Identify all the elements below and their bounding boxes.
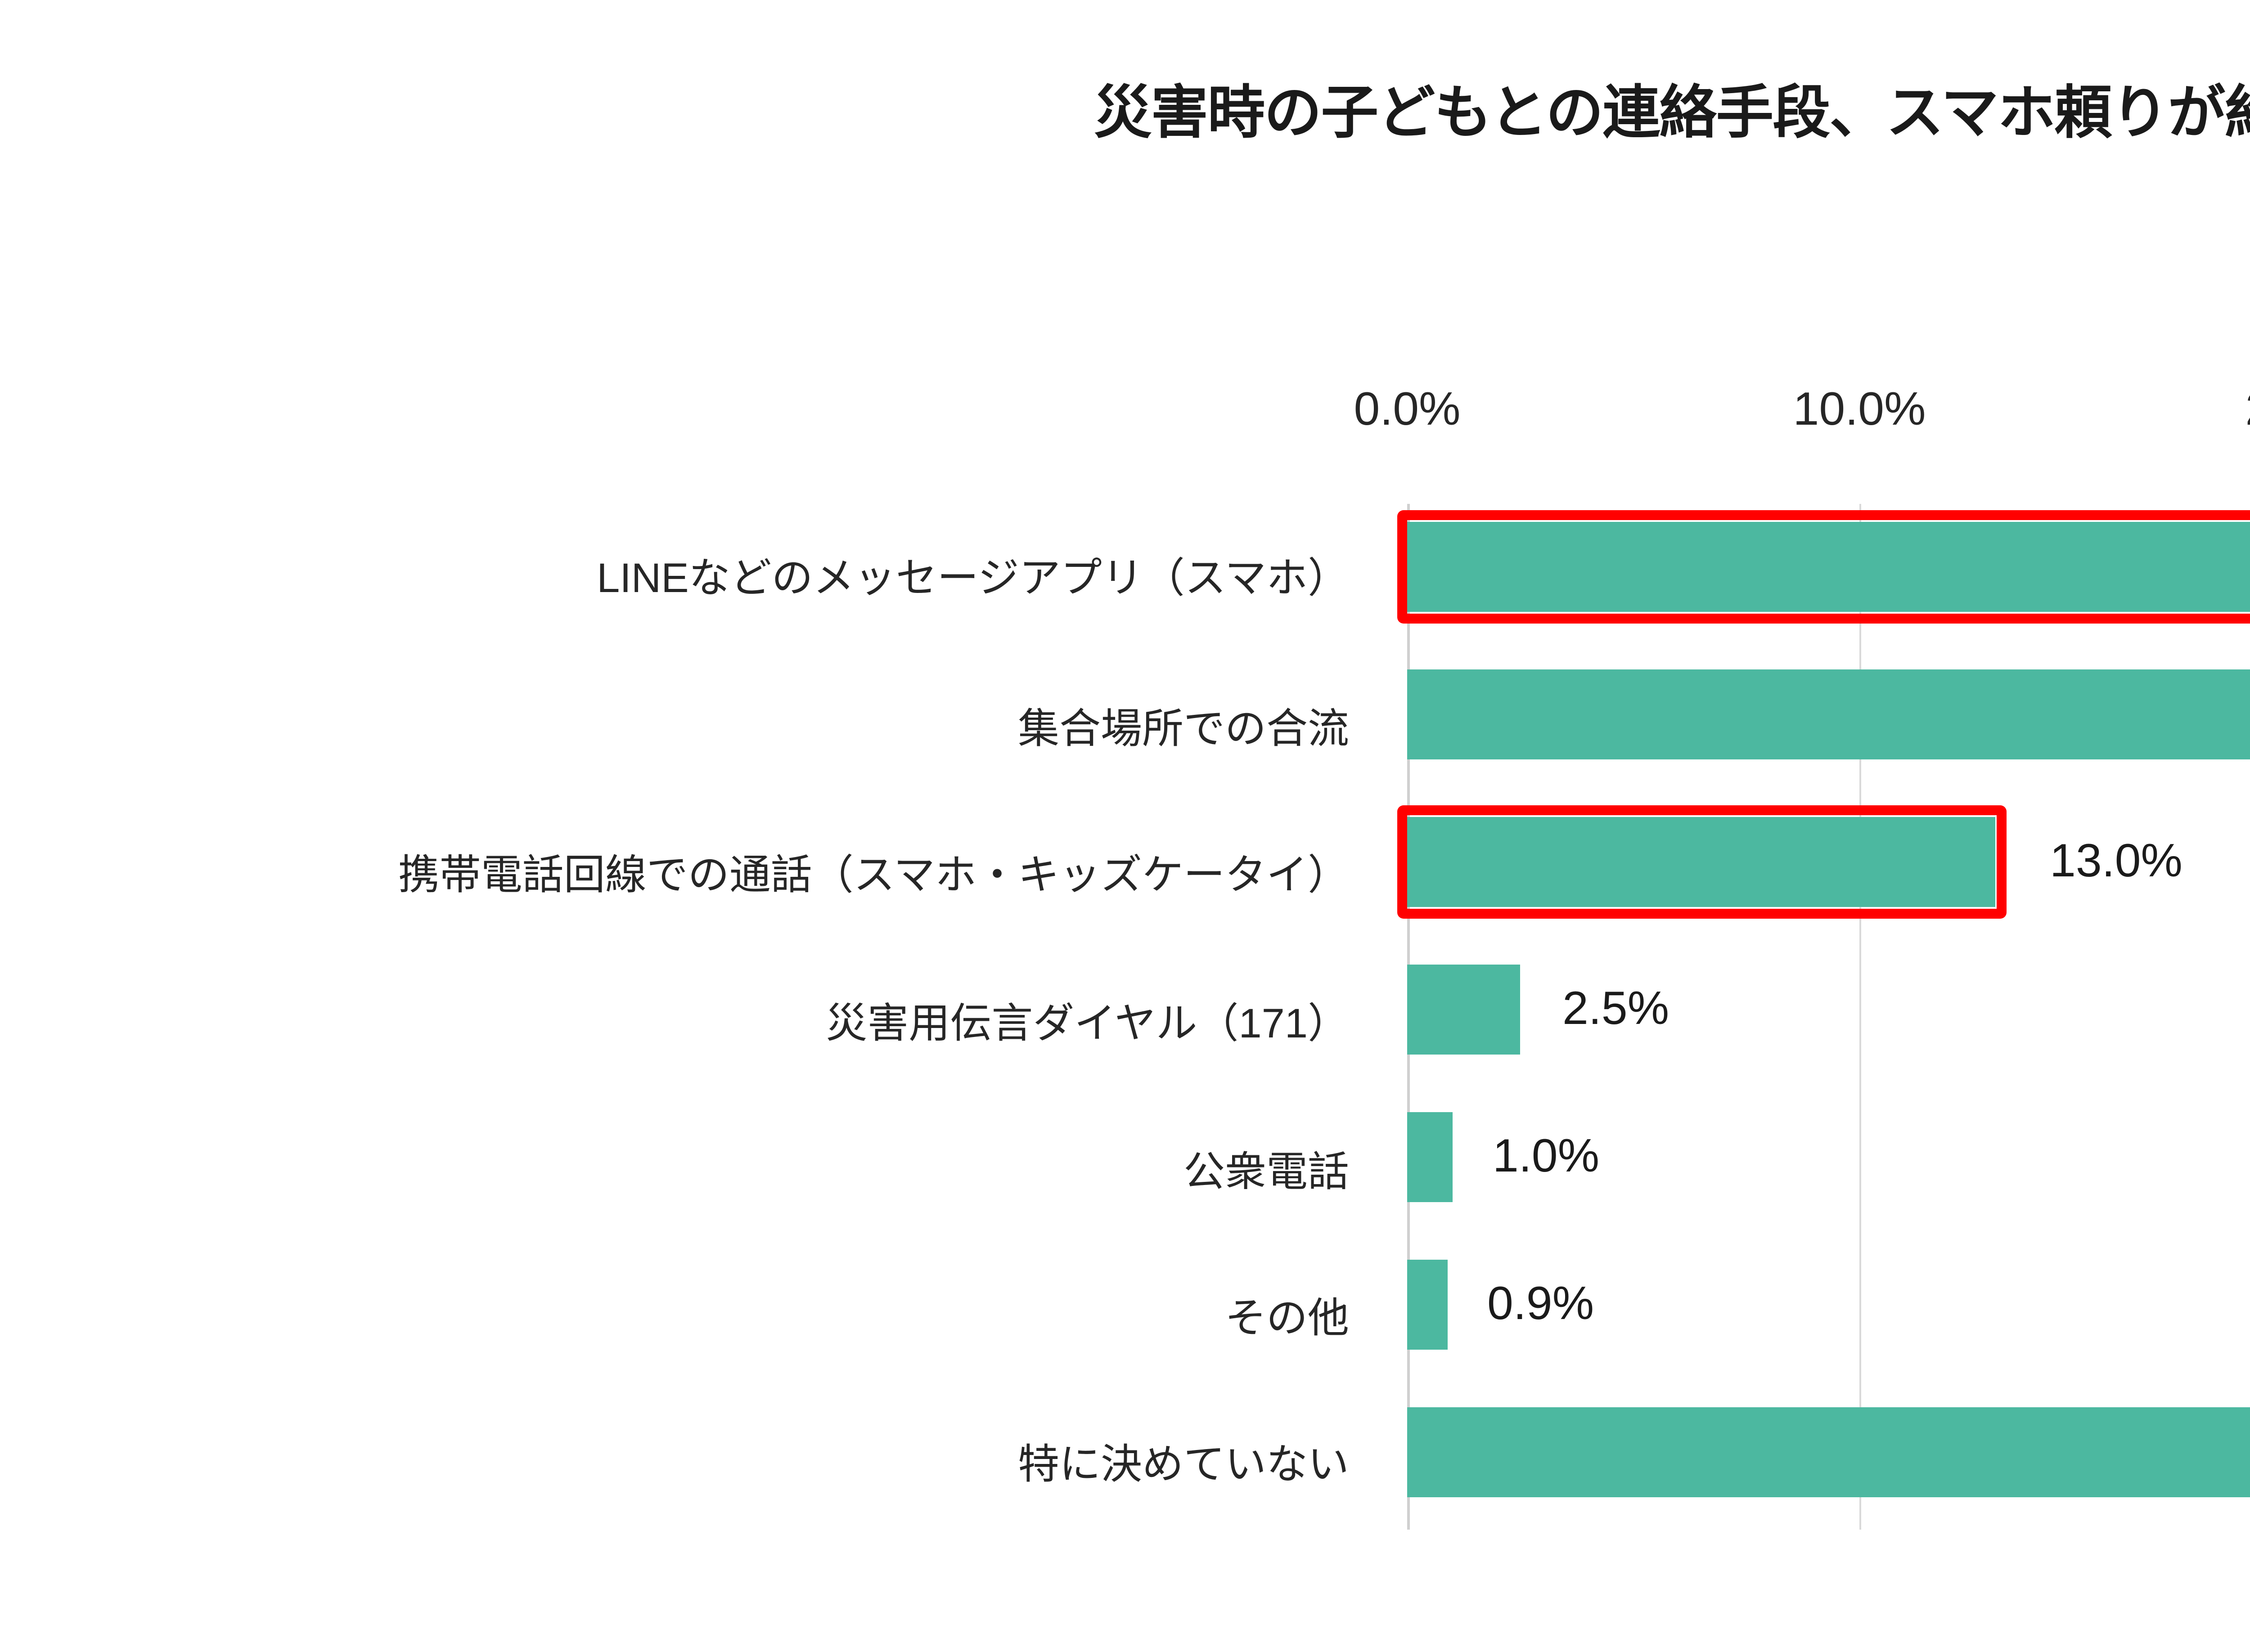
- category-label: 災害用伝言ダイヤル（171）: [826, 1001, 1349, 1046]
- page-title: 災害時の子どもとの連絡手段、スマホ頼りが約4割: [1094, 81, 2250, 145]
- bar[interactable]: [1407, 1407, 2250, 1497]
- gridline: [1859, 504, 1861, 1530]
- bar[interactable]: [1407, 1112, 1453, 1202]
- category-label: 特に決めていない: [1017, 1441, 1349, 1487]
- bar[interactable]: [1407, 817, 1995, 907]
- plot-area: 25.8% 19.9% 13.0% 2.5% 1.0% 0.9% 36.9%: [1397, 504, 2250, 1530]
- bar-value-label: 1.0%: [1493, 1130, 1600, 1182]
- category-label: 携帯電話回線での通話（スマホ・キッズケータイ）: [398, 852, 1349, 898]
- category-label: その他: [1224, 1295, 1349, 1341]
- bar-value-label: 0.9%: [1487, 1277, 1594, 1329]
- bar[interactable]: [1407, 965, 1520, 1055]
- category-label: 公衆電話: [1183, 1149, 1349, 1195]
- x-tick-label: 20.0%: [2246, 382, 2250, 436]
- category-label: LINEなどのメッセージアプリ（スマホ）: [597, 555, 1349, 601]
- bar-value-label: 2.5%: [1562, 982, 1670, 1034]
- bar[interactable]: [1407, 522, 2250, 612]
- x-tick-label: 0.0%: [1354, 383, 1461, 435]
- bar-value-label: 13.0%: [2050, 835, 2182, 887]
- x-tick-label: 10.0%: [1793, 383, 1926, 435]
- bar[interactable]: [1407, 1260, 1448, 1350]
- bar[interactable]: [1407, 669, 2250, 759]
- category-label: 集合場所での合流: [1017, 706, 1349, 752]
